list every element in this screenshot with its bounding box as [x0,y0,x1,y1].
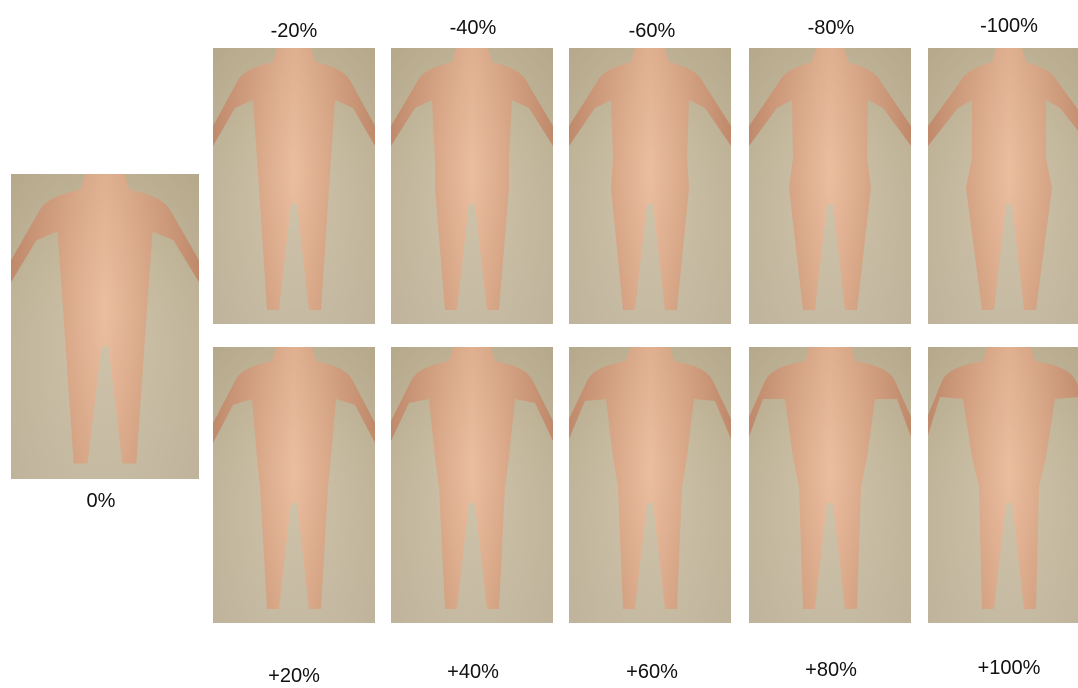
body-figure-icon [569,48,731,310]
label-minus-40: -40% [449,17,497,39]
label-plus-80: +80% [805,659,857,681]
label-minus-100: -100% [980,15,1038,37]
body-figure-icon [391,347,553,609]
label-minus-20: -20% [270,20,318,42]
photo-base-0-percent [11,174,199,479]
body-figure-icon [213,48,375,310]
label-minus-80: -80% [807,17,855,39]
label-plus-40: +40% [447,661,499,683]
body-figure-icon [213,347,375,609]
label-plus-60: +60% [626,661,678,683]
photo-plus-100 [928,347,1078,623]
photo-plus-80 [749,347,911,623]
body-figure-icon [11,174,199,464]
photo-plus-20 [213,347,375,623]
photo-plus-40 [391,347,553,623]
photo-minus-20 [213,48,375,324]
body-figure-icon [391,48,553,310]
body-figure-icon [928,347,1078,609]
label-0-percent: 0% [86,490,116,512]
photo-plus-60 [569,347,731,623]
body-figure-icon [928,48,1078,310]
body-figure-icon [749,48,911,310]
label-plus-20: +20% [268,665,320,687]
photo-minus-80 [749,48,911,324]
body-figure-icon [749,347,911,609]
photo-minus-60 [569,48,731,324]
photo-minus-100 [928,48,1078,324]
photo-minus-40 [391,48,553,324]
label-plus-100: +100% [977,657,1041,679]
label-minus-60: -60% [628,20,676,42]
body-figure-icon [569,347,731,609]
